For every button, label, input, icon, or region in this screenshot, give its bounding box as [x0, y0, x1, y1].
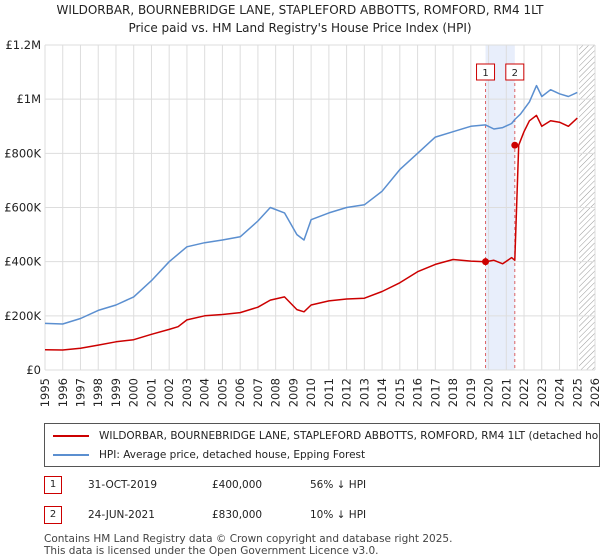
y-tick-label: £0	[26, 363, 41, 377]
x-tick-label: 2009	[286, 378, 300, 407]
y-tick-label: £200K	[4, 309, 41, 323]
transaction-badge: 1	[44, 476, 62, 494]
x-tick-label: 2023	[535, 378, 549, 407]
x-tick-label: 2012	[340, 378, 354, 407]
x-tick-label: 2002	[162, 378, 176, 407]
footer-copyright: Contains HM Land Registry data © Crown c…	[44, 533, 453, 545]
x-tick-label: 2015	[393, 378, 407, 407]
legend-item-hpi: HPI: Average price, detached house, Eppi…	[53, 446, 365, 464]
sale-point	[482, 258, 490, 266]
x-tick-label: 2010	[304, 378, 318, 407]
x-tick-label: 2016	[411, 378, 425, 407]
sale-marker-label: 2	[512, 68, 518, 79]
x-tick-label: 2006	[233, 378, 247, 407]
x-tick-label: 2022	[517, 378, 531, 407]
x-tick-label: 2024	[553, 378, 567, 407]
transaction-badge: 2	[44, 506, 62, 524]
x-tick-label: 2018	[446, 378, 460, 407]
property-series-line	[44, 114, 578, 351]
x-tick-label: 2003	[180, 378, 194, 407]
x-tick-label: 2025	[570, 378, 584, 407]
x-tick-label: 2026	[588, 378, 600, 407]
x-tick-label: 2019	[464, 378, 478, 407]
x-tick-label: 1996	[56, 378, 70, 407]
chart-title: WILDORBAR, BOURNEBRIDGE LANE, STAPLEFORD…	[56, 3, 544, 17]
legend-item-property: WILDORBAR, BOURNEBRIDGE LANE, STAPLEFORD…	[53, 427, 600, 445]
x-tick-label: 2005	[215, 378, 229, 407]
x-tick-label: 2014	[375, 378, 389, 407]
transaction-hpi-diff: 56% ↓ HPI	[310, 479, 367, 491]
x-tick-label: 2013	[357, 378, 371, 407]
sale-marker-box	[505, 63, 525, 81]
legend-swatch-hpi	[53, 454, 89, 456]
y-tick-label: £600K	[4, 201, 41, 215]
transaction-price: £830,000	[212, 509, 263, 521]
price-chart: 1 2 £0 £200K £400K £600K £800K £1M £1.2M 1995 199…	[4, 38, 600, 407]
x-tick-label: 2001	[144, 378, 158, 407]
sale-point	[511, 141, 519, 149]
x-tick-label: 2004	[198, 378, 212, 407]
y-tick-label: £1.2M	[5, 38, 41, 52]
x-tick-label: 1999	[109, 378, 123, 407]
legend-label-property: WILDORBAR, BOURNEBRIDGE LANE, STAPLEFORD…	[99, 430, 600, 442]
transaction-date: 24-JUN-2021	[88, 509, 155, 521]
x-tick-label: 1998	[91, 378, 105, 407]
y-tick-label: £800K	[4, 146, 41, 160]
transaction-date: 31-OCT-2019	[88, 479, 157, 491]
sale-marker-label: 1	[482, 68, 488, 79]
hpi-series-line	[44, 84, 578, 325]
x-tick-label: 2007	[251, 378, 265, 407]
x-tick-label: 2020	[482, 378, 496, 407]
x-tick-label: 2021	[499, 378, 513, 407]
x-tick-label: 2000	[127, 378, 141, 407]
x-tick-label: 2008	[269, 378, 283, 407]
chart-subtitle: Price paid vs. HM Land Registry's House …	[128, 21, 472, 35]
legend-swatch-property	[53, 435, 89, 437]
footer-licence: This data is licensed under the Open Gov…	[44, 545, 379, 557]
transaction-hpi-diff: 10% ↓ HPI	[310, 509, 367, 521]
x-tick-label: 1995	[38, 378, 52, 407]
x-tick-label: 2017	[428, 378, 442, 407]
legend-label-hpi: HPI: Average price, detached house, Eppi…	[99, 449, 366, 461]
x-tick-label: 1997	[74, 378, 88, 407]
chart-legend: WILDORBAR, BOURNEBRIDGE LANE, STAPLEFORD…	[44, 423, 600, 467]
x-tick-label: 2011	[322, 378, 336, 407]
y-tick-label: £1M	[16, 92, 41, 106]
sale-marker-box	[476, 63, 496, 81]
transaction-price: £400,000	[212, 479, 263, 491]
y-tick-label: £400K	[4, 255, 41, 269]
